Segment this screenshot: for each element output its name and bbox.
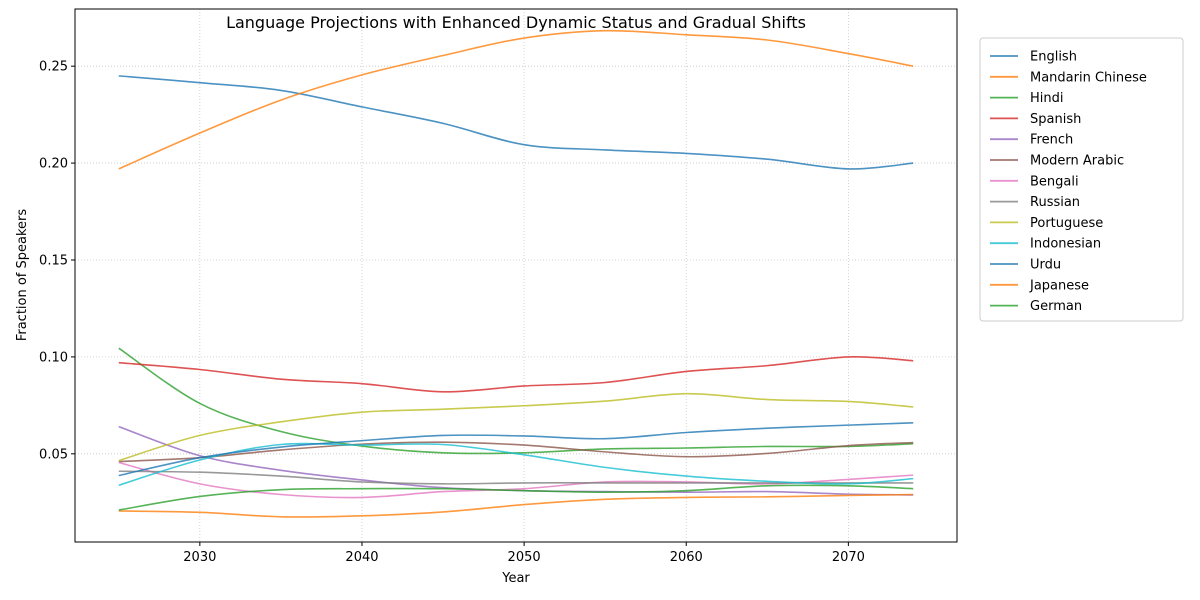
chart-title: Language Projections with Enhanced Dynam… (226, 13, 806, 32)
legend-label-mandarin-chinese: Mandarin Chinese (1030, 70, 1147, 85)
y-tick-label: 0.05 (39, 447, 68, 462)
series-line-spanish (118, 356, 914, 393)
series-line-german (118, 484, 914, 511)
x-axis-label: Year (501, 571, 530, 586)
y-tick-label: 0.20 (39, 157, 68, 172)
legend-label-urdu: Urdu (1030, 258, 1061, 273)
legend-label-spanish: Spanish (1030, 112, 1081, 127)
plot-frame (74, 8, 958, 543)
x-tick-label: 2040 (345, 550, 378, 565)
grid (75, 9, 957, 542)
x-tick-label: 2060 (670, 550, 703, 565)
legend-label-portuguese: Portuguese (1030, 216, 1103, 231)
series-layer (118, 29, 914, 518)
legend: English Mandarin Chinese Hindi Spanish Frenc… (979, 37, 1184, 322)
legend-label-bengali: Bengali (1030, 174, 1079, 189)
legend-label-modern-arabic: Modern Arabic (1030, 154, 1124, 169)
legend-label-english: English (1030, 50, 1077, 65)
legend-label-german: German (1030, 299, 1082, 314)
series-line-urdu (118, 422, 914, 477)
legend-label-japanese: Japanese (1029, 278, 1089, 293)
series-line-hindi (118, 347, 914, 455)
y-axis-label: Fraction of Speakers (15, 209, 30, 342)
y-tick-label: 0.10 (39, 350, 68, 365)
x-tick-label: 2070 (832, 550, 865, 565)
legend-label-russian: Russian (1030, 195, 1080, 210)
series-line-japanese (118, 493, 914, 518)
series-line-indonesian (118, 442, 914, 486)
series-line-portuguese (118, 392, 914, 462)
legend-label-hindi: Hindi (1030, 91, 1064, 106)
series-line-english (118, 75, 914, 170)
y-tick-label: 0.25 (39, 60, 68, 75)
series-line-modern-arabic (118, 441, 914, 463)
legend-frame (979, 37, 1184, 322)
axes: 2030 2040 2050 2060 2070 0.05 0.10 0.15 0.20 0.25 (39, 60, 865, 565)
y-tick-label: 0.15 (39, 253, 68, 268)
legend-label-indonesian: Indonesian (1030, 237, 1101, 252)
legend-label-french: French (1030, 133, 1073, 148)
x-tick-label: 2030 (183, 550, 216, 565)
series-line-mandarin-chinese (118, 29, 914, 170)
x-tick-label: 2050 (508, 550, 541, 565)
